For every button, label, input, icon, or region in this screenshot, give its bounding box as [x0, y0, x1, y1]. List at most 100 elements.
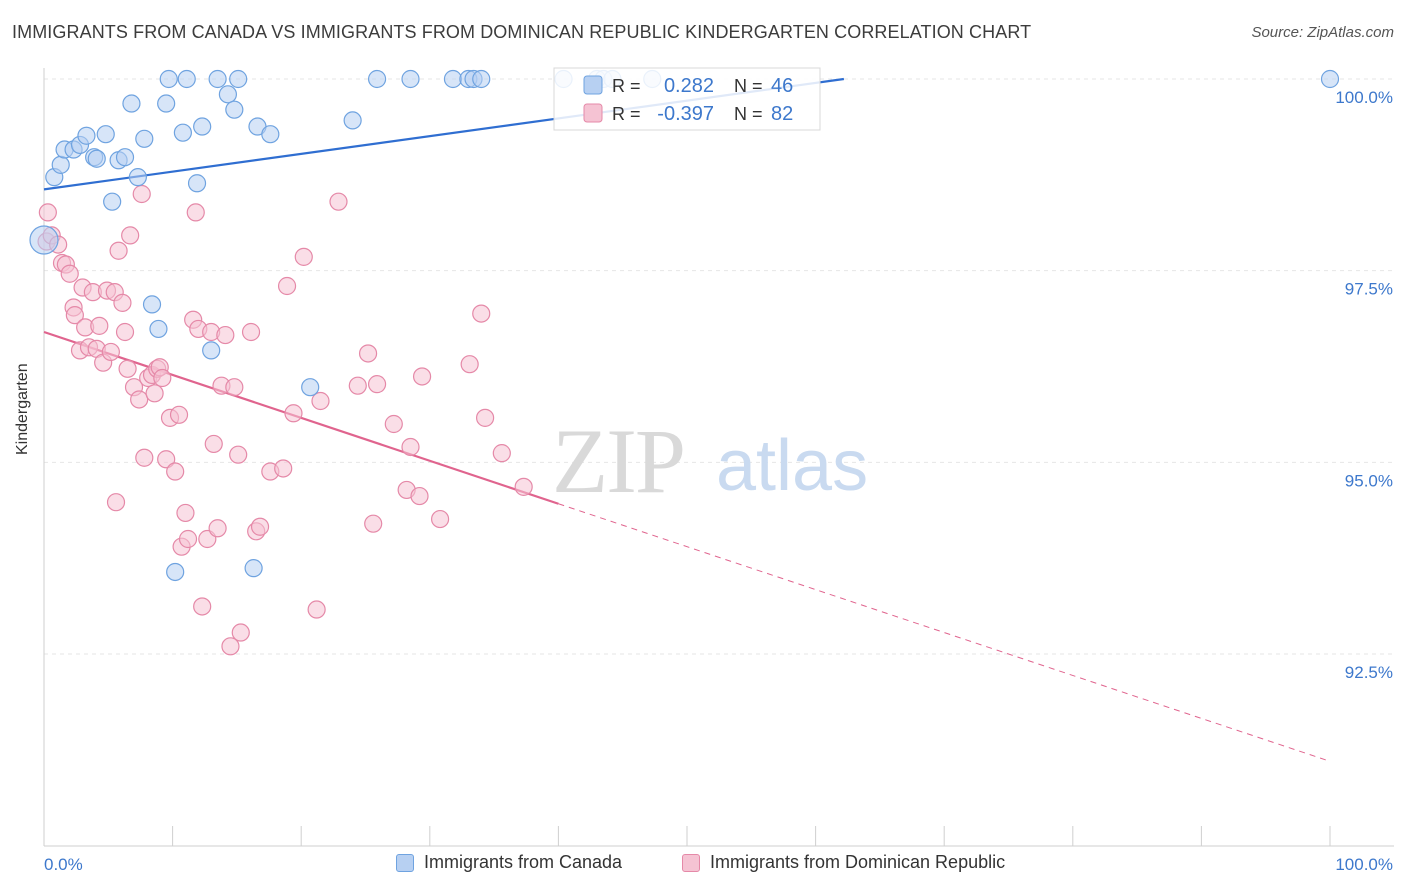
- legend-swatch-dominican-bottom: [682, 853, 700, 872]
- point-dominican: [384, 414, 403, 434]
- point-canada: [401, 69, 420, 89]
- watermark-atlas: atlas: [716, 426, 868, 506]
- legend-r-label-canada: R =: [612, 76, 641, 96]
- legend-r-value-dominican: -0.397: [657, 103, 714, 125]
- trend-line-dominican-projection: [558, 503, 1331, 762]
- chart-title: IMMIGRANTS FROM CANADA VS IMMIGRANTS FRO…: [12, 22, 1032, 42]
- point-dominican: [241, 322, 261, 342]
- point-dominican: [250, 517, 270, 536]
- point-canada: [51, 155, 70, 174]
- legend-label-canada: Immigrants from Canada: [424, 852, 623, 872]
- point-dominican: [430, 509, 450, 529]
- legend-n-value-canada: 46: [771, 75, 793, 97]
- point-dominican: [178, 529, 198, 549]
- point-canada: [77, 126, 96, 145]
- point-dominican: [193, 597, 212, 616]
- point-dominican: [216, 325, 235, 345]
- point-dominican: [294, 247, 313, 266]
- legend-swatch-canada: [583, 75, 603, 95]
- point-canada: [367, 69, 387, 89]
- point-canada: [122, 94, 141, 113]
- point-dominican: [106, 493, 126, 512]
- point-dominican: [90, 316, 109, 335]
- point-canada: [301, 378, 320, 397]
- point-dominican: [472, 304, 491, 323]
- y-tick-label: 100.0%: [1335, 88, 1393, 107]
- point-canada: [103, 192, 122, 211]
- point-canada: [193, 117, 212, 136]
- point-dominican: [169, 405, 189, 424]
- point-dominican: [38, 203, 57, 222]
- point-dominican: [412, 367, 432, 386]
- point-dominican: [514, 477, 533, 496]
- point-dominican: [277, 276, 297, 296]
- point-dominican: [492, 444, 511, 463]
- point-dominican: [221, 637, 240, 656]
- y-axis-label: Kindergarten: [14, 363, 31, 455]
- point-dominican: [135, 448, 154, 467]
- point-dominican: [274, 459, 293, 478]
- legend-swatch-canada-bottom: [396, 853, 414, 872]
- point-dominican: [157, 450, 176, 469]
- point-canada: [157, 94, 176, 113]
- point-dominican: [410, 486, 429, 506]
- watermark: ZIP atlas: [552, 410, 868, 512]
- point-dominican: [367, 375, 387, 394]
- legend-n-value-dominican: 82: [771, 103, 793, 125]
- point-canada: [96, 125, 115, 144]
- point-canada: [218, 85, 237, 104]
- point-dominican: [121, 226, 140, 245]
- point-dominican: [109, 241, 128, 260]
- point-dominican: [229, 445, 248, 464]
- point-dominican: [348, 376, 367, 395]
- point-dominican: [153, 368, 172, 388]
- axes: [43, 68, 1394, 847]
- point-canada: [135, 129, 154, 148]
- legend-n-label-canada: N =: [734, 76, 763, 96]
- point-dominican: [208, 519, 227, 538]
- legend-r-label-dominican: R =: [612, 104, 641, 124]
- legend-bottom: Immigrants from Canada Immigrants from D…: [0, 852, 1406, 878]
- point-dominican: [401, 437, 420, 457]
- point-dominican: [307, 600, 326, 619]
- point-canada: [159, 69, 178, 89]
- point-canada: [1320, 69, 1340, 89]
- point-dominican: [166, 462, 185, 481]
- legend-item-canada: Immigrants from Canada: [396, 852, 622, 873]
- point-dominican: [113, 293, 132, 312]
- tick-labels: 92.5% 95.0% 97.5% 100.0% 0.0% 100.0%: [44, 88, 1393, 874]
- x-tick-label-max: 100.0%: [1335, 855, 1393, 874]
- point-dominican: [65, 306, 84, 325]
- point-canada: [472, 69, 491, 89]
- legend-item-dominican: Immigrants from Dominican Republic: [682, 852, 1005, 873]
- legend-label-dominican: Immigrants from Dominican Republic: [710, 852, 1006, 872]
- point-dominican: [311, 391, 330, 411]
- point-canada: [115, 148, 135, 167]
- legend-r-value-canada: 0.282: [664, 75, 714, 97]
- point-canada: [244, 559, 263, 578]
- point-dominican: [132, 184, 151, 204]
- point-dominican: [186, 203, 205, 222]
- point-canada: [443, 69, 463, 89]
- point-dominican: [231, 623, 250, 642]
- point-canada: [261, 125, 280, 144]
- point-canada: [177, 69, 196, 89]
- point-dominican: [145, 384, 164, 403]
- point-dominican: [358, 344, 378, 363]
- trend-lines: [43, 77, 1331, 762]
- point-dominican: [329, 192, 348, 211]
- chart-source: Source: ZipAtlas.com: [1251, 24, 1394, 41]
- legend-top: R = 0.282 N = 46 R = -0.397 N = 82: [553, 67, 821, 131]
- point-canada: [173, 123, 192, 142]
- point-dominican: [284, 404, 303, 423]
- point-dominican: [204, 434, 223, 454]
- point-dominican: [130, 390, 149, 409]
- point-dominican: [460, 355, 479, 374]
- point-canada: [202, 341, 221, 360]
- point-canada: [128, 168, 147, 187]
- point-canada: [166, 562, 185, 582]
- legend-swatch-dominican: [583, 103, 603, 123]
- y-tick-label: 92.5%: [1345, 663, 1393, 682]
- point-canada: [149, 319, 168, 339]
- point-canada: [142, 295, 162, 314]
